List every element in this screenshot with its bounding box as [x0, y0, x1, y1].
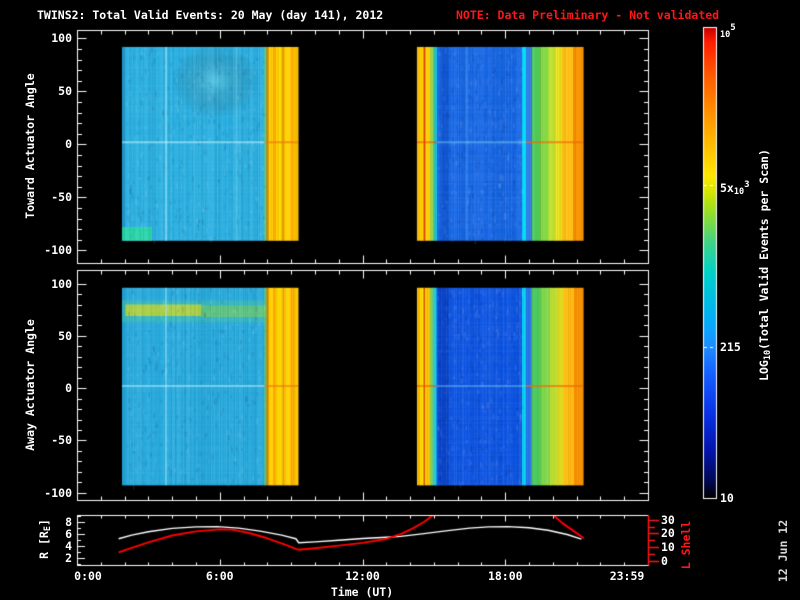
angle-tick-label: 100 [51, 276, 72, 291]
angle-tick-label: 0 [65, 137, 72, 152]
lshell-tick-label: 10 [661, 540, 675, 555]
date-stamp: 12 Jun 12 [776, 519, 790, 583]
lshell-tick-label: 0 [661, 554, 668, 568]
r-tick-label: 2 [65, 551, 72, 566]
angle-tick-label: -100 [44, 243, 72, 258]
angle-tick-label: -100 [44, 485, 72, 500]
preliminary-note: NOTE: Data Preliminary - Not validated [456, 8, 720, 22]
r-tick-label: 4 [65, 539, 72, 554]
angle-tick-label: 50 [58, 328, 72, 343]
x-tick-label: 6:00 [205, 569, 234, 583]
x-tick-label: 0:00 [74, 569, 102, 583]
angle-tick-label: 100 [51, 31, 72, 46]
lshell-tick-label: 30 [661, 512, 675, 527]
plot-title: TWINS2: Total Valid Events: 20 May (day … [37, 8, 384, 22]
x-tick-label: 12:00 [345, 569, 380, 583]
x-axis-title: Time (UT) [330, 585, 394, 599]
lshell-tick-label: 20 [661, 526, 675, 541]
colorbar-tick-label: 105 [720, 23, 736, 40]
x-tick-label: 23:59 [609, 569, 645, 583]
angle-tick-label: -50 [51, 433, 72, 448]
angle-tick-label: -50 [51, 190, 72, 205]
lshell-axis-label: L Shell [679, 520, 693, 570]
r-tick-label: 6 [65, 526, 72, 541]
colorbar-axis-label: LOG10(Total Valid Events per Scan) [757, 149, 773, 381]
colorbar-tick-label: 10 [720, 491, 734, 505]
angle-tick-label: 0 [65, 381, 72, 396]
colorbar-tick-label: 5x103 [720, 179, 750, 197]
r-tick-label: 8 [65, 514, 72, 529]
x-tick-label: 18:00 [487, 569, 523, 583]
angle-tick-label: 50 [58, 84, 72, 99]
colorbar-tick-label: 215 [720, 340, 741, 355]
